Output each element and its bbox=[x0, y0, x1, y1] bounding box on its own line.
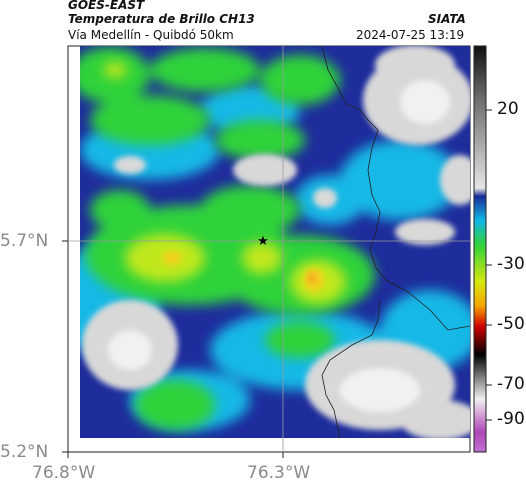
lat-tick-label: 5.2°N bbox=[0, 442, 49, 462]
colorbar-tick-label: -90 bbox=[497, 409, 525, 429]
colorbar-tick-label: -50 bbox=[497, 314, 525, 334]
organization-label: SIATA bbox=[428, 12, 466, 26]
colorbar-tick-label: -70 bbox=[497, 374, 525, 394]
timestamp: 2024-07-25 13:19 bbox=[356, 28, 465, 42]
lon-tick-label: 76.3°W bbox=[247, 463, 311, 483]
satellite-name: GOES-EAST bbox=[68, 0, 145, 12]
brightness-field bbox=[80, 46, 470, 438]
product-title: Temperatura de Brillo CH13 bbox=[68, 12, 255, 26]
region-subtitle: Vía Medellín - Quibdó 50km bbox=[68, 28, 234, 42]
colorbar-tick-label: -30 bbox=[497, 254, 525, 274]
location-star-icon: ★ bbox=[257, 234, 269, 249]
lat-tick-label: 5.7°N bbox=[0, 231, 49, 251]
boundary-line bbox=[321, 46, 470, 438]
colorbar bbox=[473, 45, 487, 453]
lon-tick-label: 76.8°W bbox=[32, 463, 96, 483]
colorbar-tick-label: 20 bbox=[497, 99, 519, 119]
